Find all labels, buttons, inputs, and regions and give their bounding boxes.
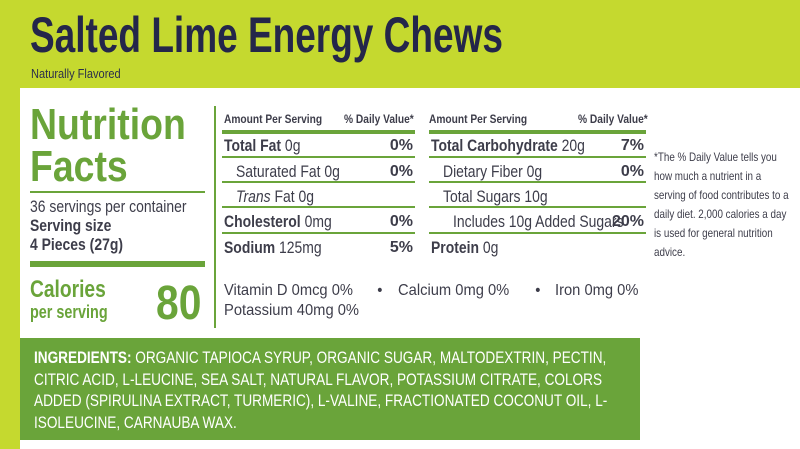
micro: Vitamin D 0mcg 0% [224,282,353,299]
nutrient-amount: 125mg [279,238,322,257]
nutrient: Total Sugars 10g [443,187,548,207]
nutrient: Dietary Fiber 0g [443,162,542,182]
calories: 80 [156,277,202,330]
daily-value: 0% [389,137,413,154]
rule [30,191,205,193]
serving-size-label: Serving size [30,216,112,235]
rule [429,232,646,234]
nutrient-amount: 0g [298,187,315,206]
nutrient-prefix: Trans [236,187,271,206]
nutrient: Sodium 125mg [224,238,322,258]
micro: Calcium 0mg 0% [398,282,510,299]
nutrient: Protein 0g [431,238,498,258]
rule [429,130,646,134]
ingredients-list: ORGANIC TAPIOCA SYRUP, ORGANIC SUGAR, MA… [34,348,608,432]
nutrient-name: Saturated Fat [236,162,321,181]
nutrient-amount: 0mg [304,212,332,231]
nutrient-name: Protein [431,238,480,257]
nutrient-name: Total Fat [224,136,282,155]
nutrient-amount: 0g [526,162,543,181]
daily-value: 7% [620,137,644,154]
nutrient: Total Fat 0g [224,136,300,156]
footnote: *The % Daily Value tells you how much a … [654,150,789,259]
nutrient: Cholesterol 0mg [224,212,332,232]
nutrient-name: Dietary Fiber [443,162,523,181]
nutrient-amount: 0g [482,238,499,257]
nutrient-amount: 20g [561,136,585,155]
nutrient-amount: 10g [524,187,548,206]
rule [429,181,646,183]
rule [30,261,205,267]
heading-line: Nutrition [30,100,186,149]
ingredients-label: INGREDIENTS: [34,348,132,367]
calories-sub: per serving [30,302,108,322]
nutrient-name: Sodium [224,238,276,257]
calories-label: Calories [30,276,106,303]
nutrient-name: Total Sugars [443,187,521,206]
daily-value: 20% [611,213,644,230]
serving-size: 4 Pieces (27g) [30,235,123,254]
table-header: Amount Per Serving [429,112,528,126]
facts-heading: Nutrition Facts [30,103,186,191]
table-header: % Daily Value* [344,112,414,126]
daily-value: 5% [389,239,413,256]
daily-value: 0% [389,213,413,230]
rule [222,232,415,234]
nutrient-amount: 0g [284,136,301,155]
nutrient: Trans Fat 0g [236,187,314,207]
servings: 36 servings per container [30,197,187,216]
bullet: • [535,282,541,299]
table-header: Amount Per Serving [224,112,323,126]
nutrient-amount: 0g [324,162,340,181]
daily-value: 0% [620,163,644,180]
micro: Potassium 40mg 0% [224,302,359,319]
subtitle: Naturally Flavored [31,66,121,81]
table-header: % Daily Value* [578,112,648,126]
rule [222,130,415,134]
heading-line: Facts [30,142,128,191]
micro: Iron 0mg 0% [555,282,639,299]
rule [429,206,646,208]
rule [429,156,646,158]
nutrient: Saturated Fat 0g [236,162,340,182]
nutrient-name: Total Carbohydrate [431,136,558,155]
title: Salted Lime Energy Chews [30,7,503,63]
divider [214,106,216,328]
rule [222,156,415,158]
nutrient-name: Includes 10g Added Sugars [453,212,624,231]
nutrient-name: Fat [274,187,295,206]
bullet: • [377,282,383,299]
rule [222,181,415,183]
rule [222,206,415,208]
ingredients-text: INGREDIENTS: ORGANIC TAPIOCA SYRUP, ORGA… [34,347,626,433]
nutrient-name: Cholesterol [224,212,301,231]
nutrient: Includes 10g Added Sugars [453,212,624,232]
daily-value: 0% [389,163,413,180]
ingredients: INGREDIENTS: ORGANIC TAPIOCA SYRUP, ORGA… [20,338,640,440]
nutrient: Total Carbohydrate 20g [431,136,585,156]
